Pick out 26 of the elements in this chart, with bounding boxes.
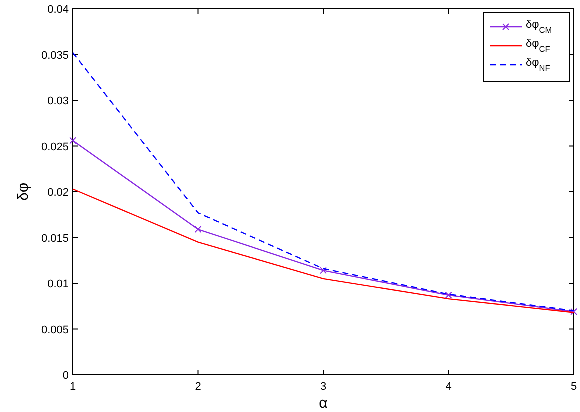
y-tick-label: 0.01 xyxy=(48,278,69,290)
line-series xyxy=(72,52,575,312)
y-tick-label: 0.005 xyxy=(41,324,69,336)
point xyxy=(570,308,578,316)
x-tick-label: 5 xyxy=(570,381,578,393)
legend-label: δφ$_{NF}$ xyxy=(526,57,550,72)
x-tick-label: 1 xyxy=(70,381,76,393)
line-series xyxy=(72,188,575,314)
y-axis-title: δφ xyxy=(15,182,32,202)
point xyxy=(194,226,202,234)
y-tick-label: 0.035 xyxy=(41,50,69,62)
legend-label: δφ$_{CF}$ xyxy=(526,38,550,54)
x-tick-label: 3 xyxy=(320,381,327,393)
y-tick-label: 0.03 xyxy=(48,96,69,108)
point xyxy=(70,137,76,144)
legend-label: δφ$_{CM}$ xyxy=(526,19,552,34)
x-axis-title: α xyxy=(319,395,328,412)
x-tick-label: 2 xyxy=(195,381,202,393)
y-tick-label: 0.015 xyxy=(41,232,69,245)
y-tick-label: 0.02 xyxy=(48,187,69,199)
point xyxy=(320,267,327,274)
y-tick-label: 0.04 xyxy=(48,4,69,16)
point xyxy=(445,292,452,299)
y-tick-label: 0.025 xyxy=(41,141,69,154)
x-tick-label: 4 xyxy=(446,381,452,393)
y-tick-label: 0 xyxy=(62,370,69,382)
